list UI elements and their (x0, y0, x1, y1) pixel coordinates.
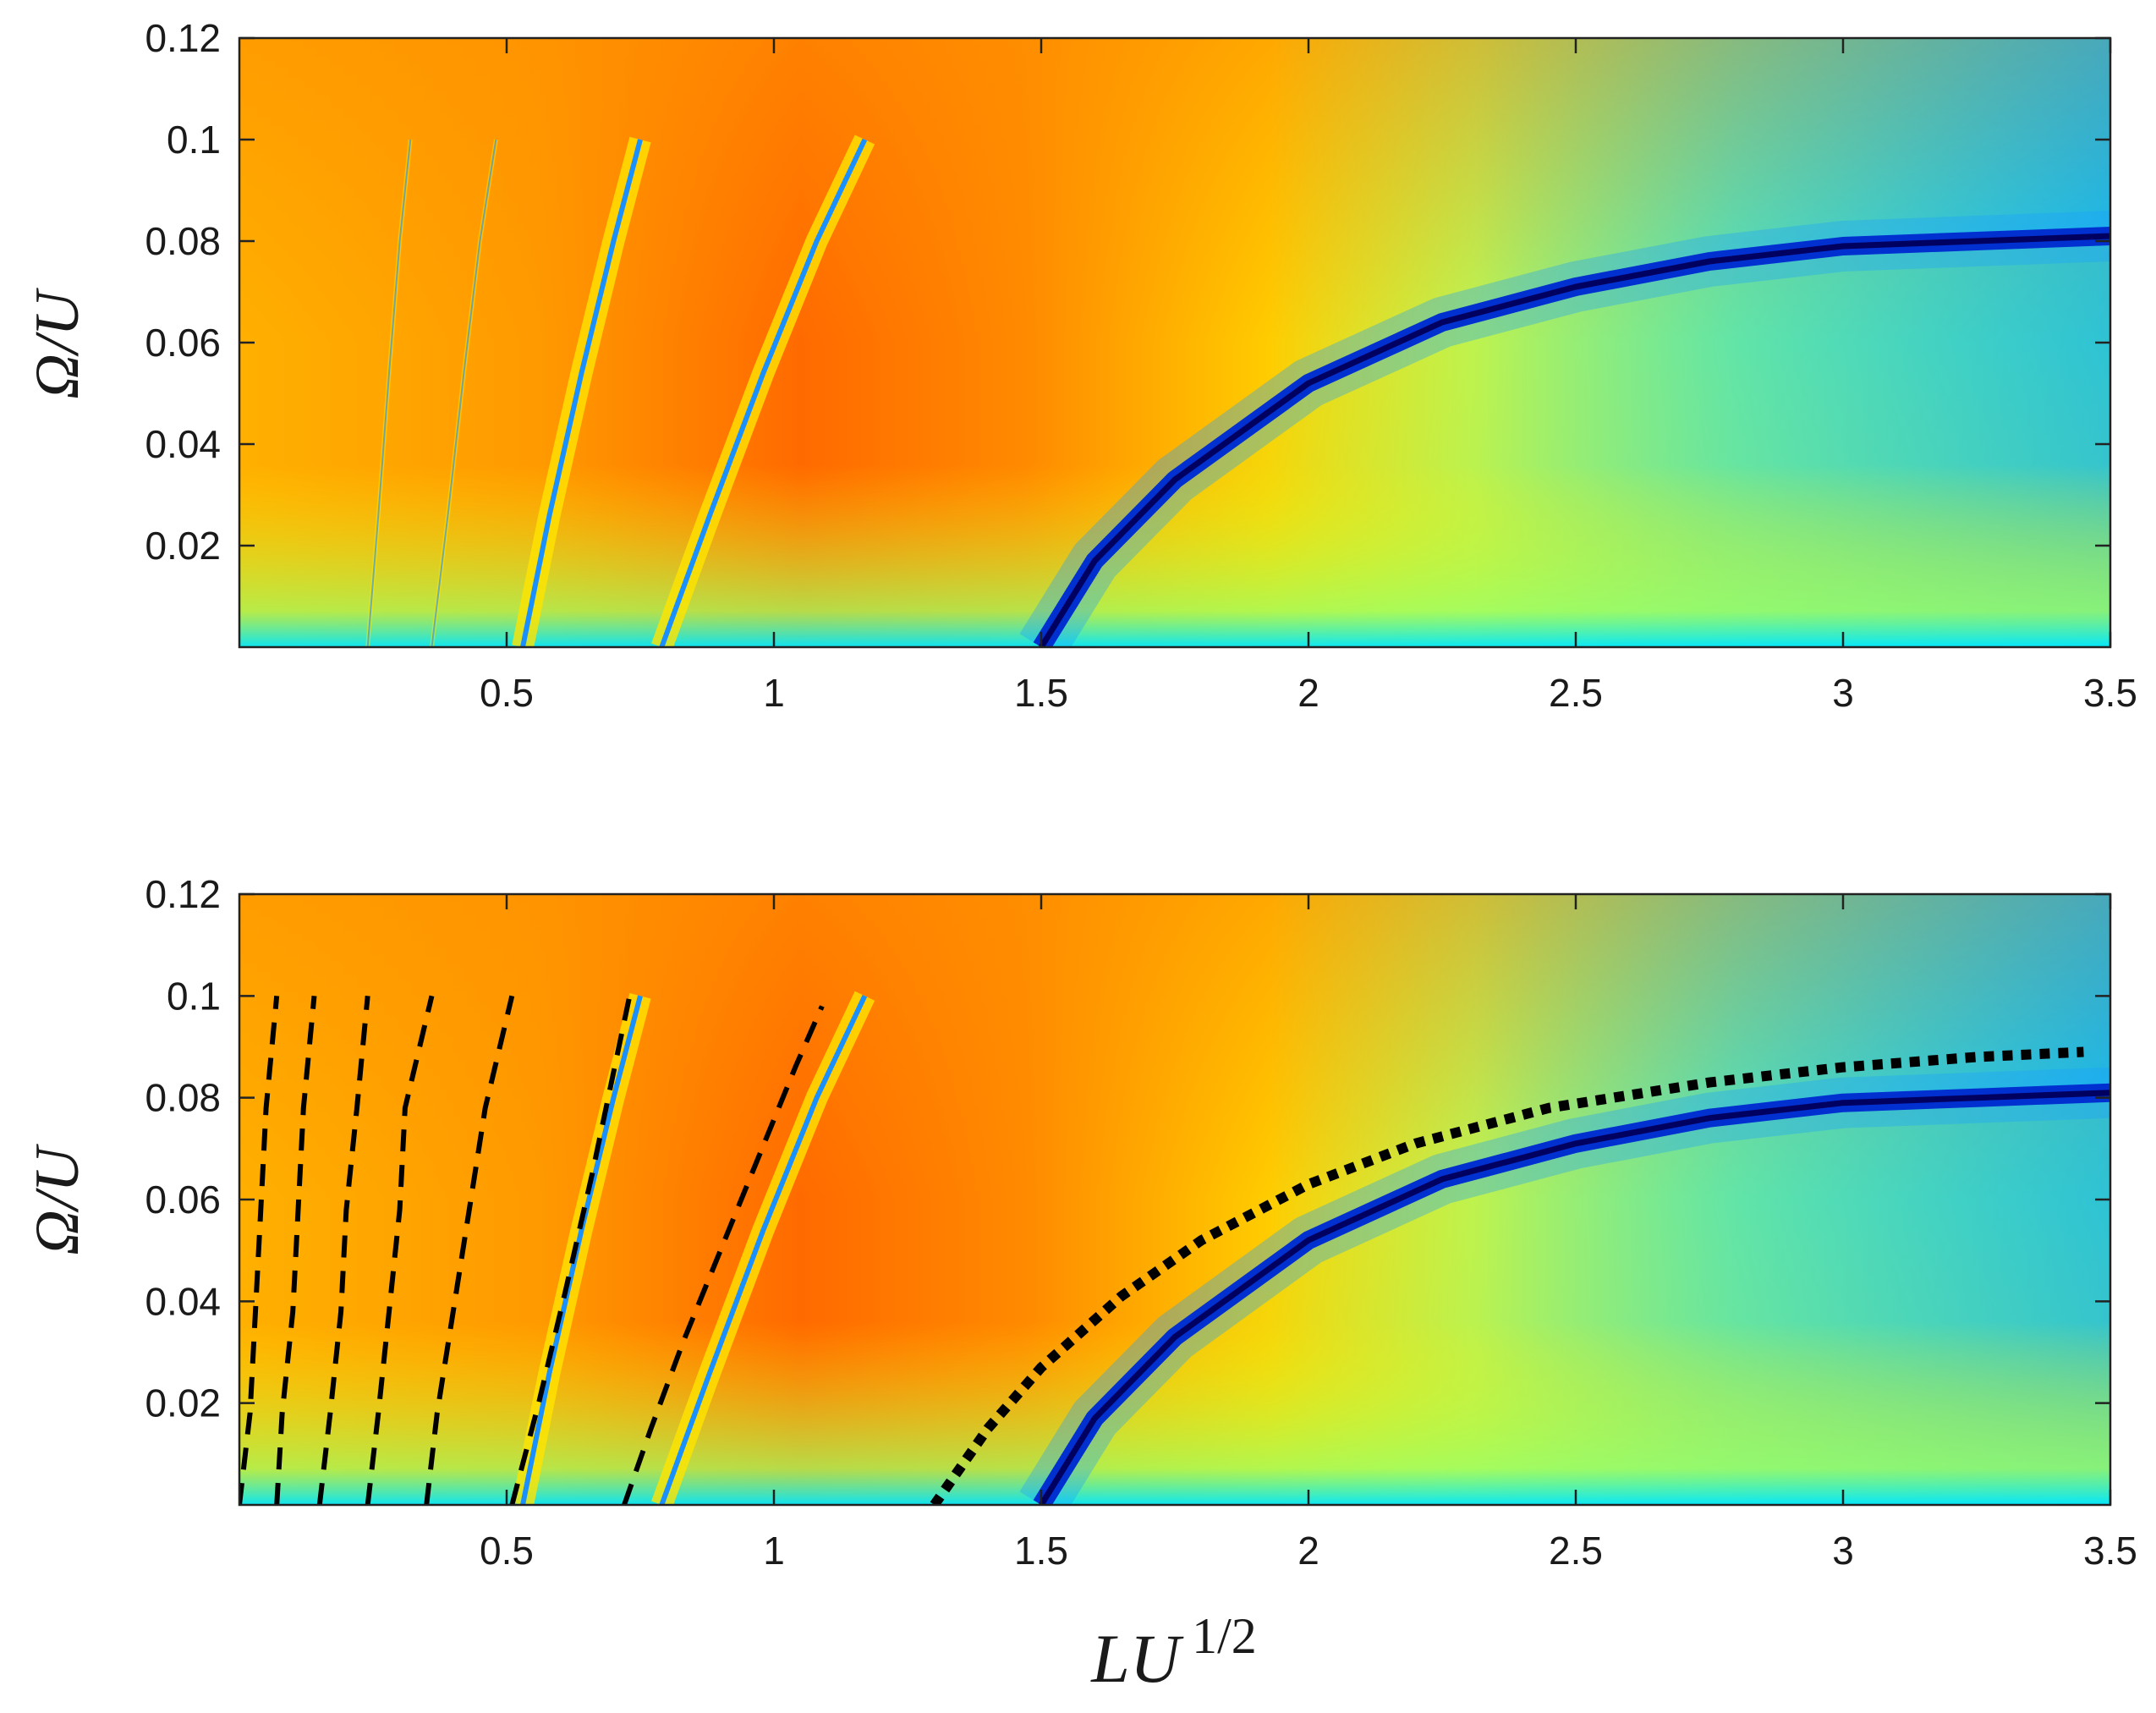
heatmap-bottom-glow (239, 894, 2110, 1505)
y-tick-label: 0.06 (145, 1178, 221, 1222)
x-axis-label-main: LU (1090, 1620, 1184, 1697)
narrow-line (659, 138, 868, 647)
main-resonance-core (1039, 1090, 2110, 1505)
y-axis-label-bottom: Ω/U (23, 1144, 92, 1255)
main-resonance-core (1039, 233, 2110, 647)
dashed-curve (239, 996, 280, 1505)
x-tick-label: 1.5 (1014, 671, 1068, 715)
dashed-curve (509, 995, 633, 1505)
y-tick-label: 0.12 (145, 872, 221, 916)
narrow-line (520, 139, 643, 647)
x-tick-label: 2 (1297, 1529, 1319, 1573)
x-tick-label: 0.5 (480, 671, 534, 715)
y-tick-label: 0.06 (145, 321, 221, 365)
x-tick-label: 2.5 (1549, 1529, 1603, 1573)
y-tick-label: 0.1 (167, 974, 221, 1018)
narrow-line (520, 995, 643, 1505)
x-tick-label: 1 (763, 1529, 785, 1573)
x-tick-label: 2.5 (1549, 671, 1603, 715)
x-tick-label: 3.5 (2083, 1529, 2137, 1573)
y-axis-label-top: Ω/U (23, 288, 92, 399)
y-tick-label: 0.04 (145, 1279, 221, 1323)
narrow-line (431, 139, 497, 647)
x-tick-label: 3.5 (2083, 671, 2137, 715)
x-axis-label-exponent: 1/2 (1192, 1608, 1257, 1664)
y-tick-label: 0.08 (145, 219, 221, 263)
heatmap-area (239, 894, 2110, 1505)
narrow-line (366, 139, 412, 647)
dashed-curve (316, 996, 370, 1505)
y-tick-label: 0.1 (167, 118, 221, 162)
y-tick-label: 0.02 (145, 1381, 221, 1425)
y-tick-label: 0.08 (145, 1076, 221, 1120)
x-tick-label: 0.5 (480, 1529, 534, 1573)
heatmap-bottom-glow (239, 38, 2110, 647)
bottom-panel: 0.5 1 1.5 2 2.5 3 3.5 0.02 0.04 0.06 0.08 0.1 0.12 (145, 872, 2137, 1573)
x-axis-label: LU 1/2 (1090, 1608, 1257, 1697)
top-panel: 0.5 1 1.5 2 2.5 3 3.5 0.02 0.04 0.06 0.08 0.1 0.12 (145, 16, 2137, 715)
x-tick-label: 1.5 (1014, 1529, 1068, 1573)
y-tick-label: 0.02 (145, 524, 221, 568)
x-tick-label: 3 (1832, 671, 1854, 715)
dashed-curve (622, 1005, 825, 1505)
x-tick-label: 3 (1832, 1529, 1854, 1573)
dashed-curve (424, 995, 515, 1505)
narrow-line (659, 995, 868, 1505)
y-axis-label-top-text: Ω/U (23, 288, 92, 399)
y-tick-label: 0.04 (145, 422, 221, 466)
y-tick-label: 0.12 (145, 16, 221, 60)
y-axis-label-bottom-text: Ω/U (23, 1144, 92, 1255)
x-tick-label: 1 (763, 671, 785, 715)
x-tick-label: 2 (1297, 671, 1319, 715)
heatmap-area (239, 38, 2110, 647)
dashed-curve (274, 996, 317, 1505)
dashed-curve (365, 995, 435, 1505)
